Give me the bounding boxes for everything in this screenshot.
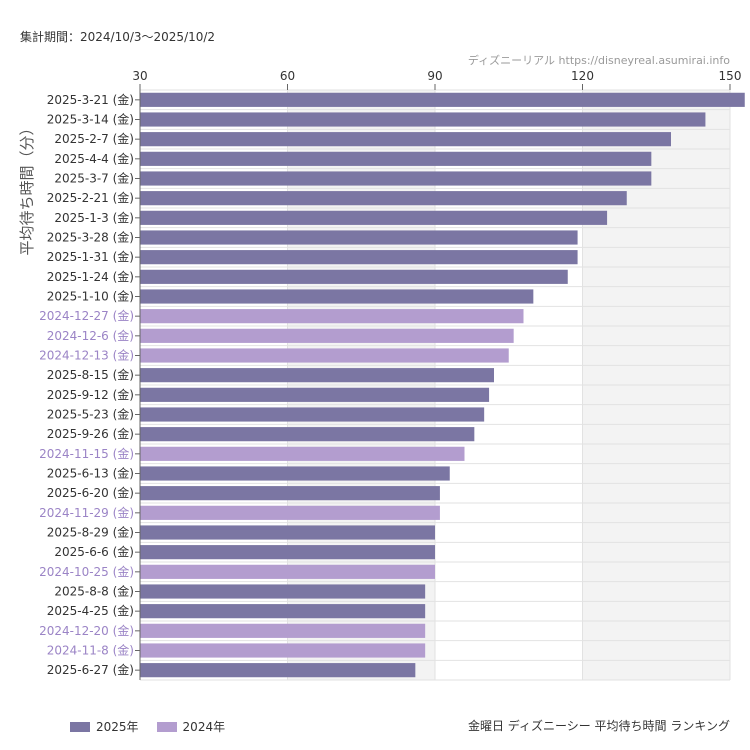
chart-bars <box>140 92 745 678</box>
y-tick-label-2025-3-21: 2025-3-21 (金) <box>47 92 134 107</box>
y-tick-label-2024-11-29: 2024-11-29 (金) <box>39 505 134 520</box>
bar-2025-1-3[interactable] <box>140 210 608 225</box>
bar-2024-11-8[interactable] <box>140 643 426 658</box>
y-tick-label-2025-2-7: 2025-2-7 (金) <box>54 131 134 146</box>
bar-2025-1-10[interactable] <box>140 289 534 304</box>
y-tick-label-2025-6-20: 2025-6-20 (金) <box>47 485 134 500</box>
chart-gridlines <box>139 89 731 681</box>
bar-chart: 30 60 90 120 150 2025-3-21 (金)2025-3-14 (金)2… <box>18 69 745 681</box>
y-tick-label-2025-1-10: 2025-1-10 (金) <box>47 289 134 304</box>
site-credit: ディズニーリアル https://disneyreal.asumirai.inf… <box>467 54 730 67</box>
legend: 2025年 2024年 <box>70 718 243 735</box>
y-tick-label-2025-8-15: 2025-8-15 (金) <box>47 367 134 382</box>
y-tick-label-2024-12-6: 2024-12-6 (金) <box>47 328 134 343</box>
bar-2025-3-28[interactable] <box>140 230 578 245</box>
y-tick-label-2025-3-14: 2025-3-14 (金) <box>47 112 134 127</box>
x-tick-label-150: 150 <box>719 69 742 83</box>
bar-2025-6-6[interactable] <box>140 545 435 560</box>
bar-2024-10-25[interactable] <box>140 564 435 579</box>
x-tick-label-30: 30 <box>132 69 147 83</box>
y-tick-label-2025-1-31: 2025-1-31 (金) <box>47 249 134 264</box>
legend-item-2024[interactable]: 2024年 <box>156 718 226 735</box>
bar-2025-3-7[interactable] <box>140 171 652 186</box>
y-axis-labels: 2025-3-21 (金) 2025-3-14 (金) 2025-2-7 (金) 20… <box>39 92 140 677</box>
bar-2024-12-6[interactable] <box>140 328 514 343</box>
bar-2024-11-29[interactable] <box>140 505 440 520</box>
y-tick-label-2025-4-25: 2025-4-25 (金) <box>47 603 134 618</box>
y-tick-label-2025-6-27: 2025-6-27 (金) <box>47 662 134 677</box>
period-label: 集計期間：2024/10/3〜2025/10/2 <box>20 30 216 44</box>
y-tick-label-2025-9-12: 2025-9-12 (金) <box>47 387 134 402</box>
bar-2025-6-27[interactable] <box>140 663 416 678</box>
bar-2025-2-21[interactable] <box>140 191 627 206</box>
y-tick-label-2025-2-21: 2025-2-21 (金) <box>47 190 134 205</box>
y-tick-label-2025-3-28: 2025-3-28 (金) <box>47 230 134 245</box>
y-tick-label-2025-8-29: 2025-8-29 (金) <box>47 525 134 540</box>
bar-2025-8-8[interactable] <box>140 584 426 599</box>
legend-label-2024: 2024年 <box>182 720 226 734</box>
y-tick-label-2025-1-24: 2025-1-24 (金) <box>47 269 134 284</box>
y-tick-label-2024-10-25: 2024-10-25 (金) <box>39 564 134 579</box>
bar-2025-9-12[interactable] <box>140 387 490 402</box>
bar-2024-12-13[interactable] <box>140 348 509 363</box>
legend-swatch-2024 <box>156 721 177 732</box>
y-tick-label-2024-12-20: 2024-12-20 (金) <box>39 623 134 638</box>
bar-2024-12-20[interactable] <box>140 623 426 638</box>
y-tick-label-2024-12-27: 2024-12-27 (金) <box>39 308 134 323</box>
y-tick-label-2024-11-8: 2024-11-8 (金) <box>47 643 134 658</box>
y-tick-label-2025-8-8: 2025-8-8 (金) <box>54 584 134 599</box>
bar-2025-1-31[interactable] <box>140 250 578 265</box>
y-tick-label-2025-9-26: 2025-9-26 (金) <box>47 426 134 441</box>
legend-item-2025[interactable]: 2025年 <box>70 718 139 735</box>
bar-2025-9-26[interactable] <box>140 427 475 442</box>
y-tick-label-2025-6-6: 2025-6-6 (金) <box>54 544 134 559</box>
y-axis-title: 平均待ち時間（分） <box>18 120 36 255</box>
y-tick-label-2025-6-13: 2025-6-13 (金) <box>47 466 134 481</box>
bar-2024-11-15[interactable] <box>140 446 465 461</box>
bar-2025-4-4[interactable] <box>140 151 652 166</box>
bar-2025-8-15[interactable] <box>140 368 494 383</box>
y-tick-label-2024-12-13: 2024-12-13 (金) <box>39 348 134 363</box>
x-tick-label-60: 60 <box>280 69 295 83</box>
y-tick-label-2025-1-3: 2025-1-3 (金) <box>54 210 134 225</box>
bar-2025-4-25[interactable] <box>140 604 426 619</box>
legend-label-2025: 2025年 <box>96 720 139 734</box>
bar-2025-2-7[interactable] <box>140 132 671 147</box>
y-tick-label-2025-5-23: 2025-5-23 (金) <box>47 407 134 422</box>
bar-2025-6-20[interactable] <box>140 486 440 501</box>
bar-2024-12-27[interactable] <box>140 309 524 324</box>
bar-2025-3-14[interactable] <box>140 112 706 127</box>
y-tick-label-2024-11-15: 2024-11-15 (金) <box>39 446 134 461</box>
bar-2025-3-21[interactable] <box>140 92 745 107</box>
y-tick-label-2025-4-4: 2025-4-4 (金) <box>54 151 134 166</box>
x-axis-ticks: 30 60 90 120 150 <box>132 69 741 90</box>
bar-2025-5-23[interactable] <box>140 407 485 422</box>
x-tick-label-120: 120 <box>571 69 594 83</box>
bar-2025-1-24[interactable] <box>140 269 568 284</box>
bar-2025-6-13[interactable] <box>140 466 450 481</box>
legend-swatch-2025 <box>70 721 90 732</box>
bar-2025-8-29[interactable] <box>140 525 435 540</box>
x-tick-label-90: 90 <box>427 69 442 83</box>
chart-footer-title: 金曜日 ディズニーシー 平均待ち時間 ランキング <box>467 719 730 733</box>
y-tick-label-2025-3-7: 2025-3-7 (金) <box>54 171 134 186</box>
